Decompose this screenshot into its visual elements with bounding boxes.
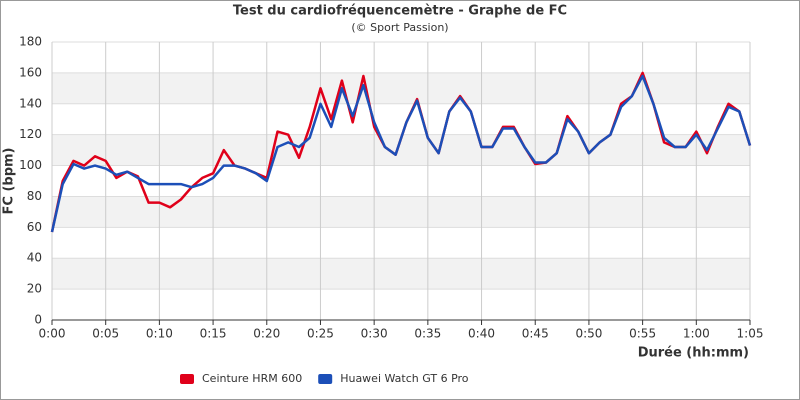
legend-label: Ceinture HRM 600: [202, 372, 302, 385]
chart-subtitle: (© Sport Passion): [351, 21, 448, 34]
y-tick-label: 160: [19, 65, 42, 79]
x-tick-label: 0:05: [92, 327, 119, 341]
x-tick-label: 0:20: [253, 327, 280, 341]
series-line: [50, 74, 752, 233]
y-axis-label: FC (bpm): [2, 148, 17, 215]
x-tick-label: 1:00: [683, 327, 710, 341]
x-tick-label: 0:35: [414, 327, 441, 341]
x-tick-label: 0:55: [629, 327, 656, 341]
y-tick-label: 140: [19, 96, 42, 110]
legend-label: Huawei Watch GT 6 Pro: [340, 372, 469, 385]
x-tick-label: 0:45: [522, 327, 549, 341]
x-axis-label: Durée (hh:mm): [638, 346, 749, 361]
y-tick-label: 100: [19, 158, 42, 172]
legend-swatch: [318, 374, 333, 384]
x-tick-label: 0:50: [575, 327, 602, 341]
x-tick-label: 0:15: [200, 327, 227, 341]
y-tick-label: 0: [34, 313, 42, 327]
y-tick-label: 20: [27, 282, 42, 296]
grid-band: [52, 72, 750, 104]
grid-band: [52, 258, 750, 290]
y-tick-label: 40: [27, 251, 42, 265]
x-tick-label: 0:00: [39, 327, 66, 341]
grid-band: [52, 196, 750, 228]
x-tick-label: 0:10: [146, 327, 173, 341]
x-tick-label: 0:30: [361, 327, 388, 341]
y-tick-label: 60: [27, 220, 42, 234]
chart-title: Test du cardiofréquencemètre - Graphe de…: [233, 4, 567, 19]
y-tick-label: 180: [19, 35, 42, 49]
x-tick-label: 0:25: [307, 327, 334, 341]
x-tick-label: 1:05: [737, 327, 764, 341]
y-tick-label: 80: [27, 189, 42, 203]
x-tick-label: 0:40: [468, 327, 495, 341]
legend-swatch: [180, 374, 194, 384]
y-tick-label: 120: [19, 127, 42, 141]
